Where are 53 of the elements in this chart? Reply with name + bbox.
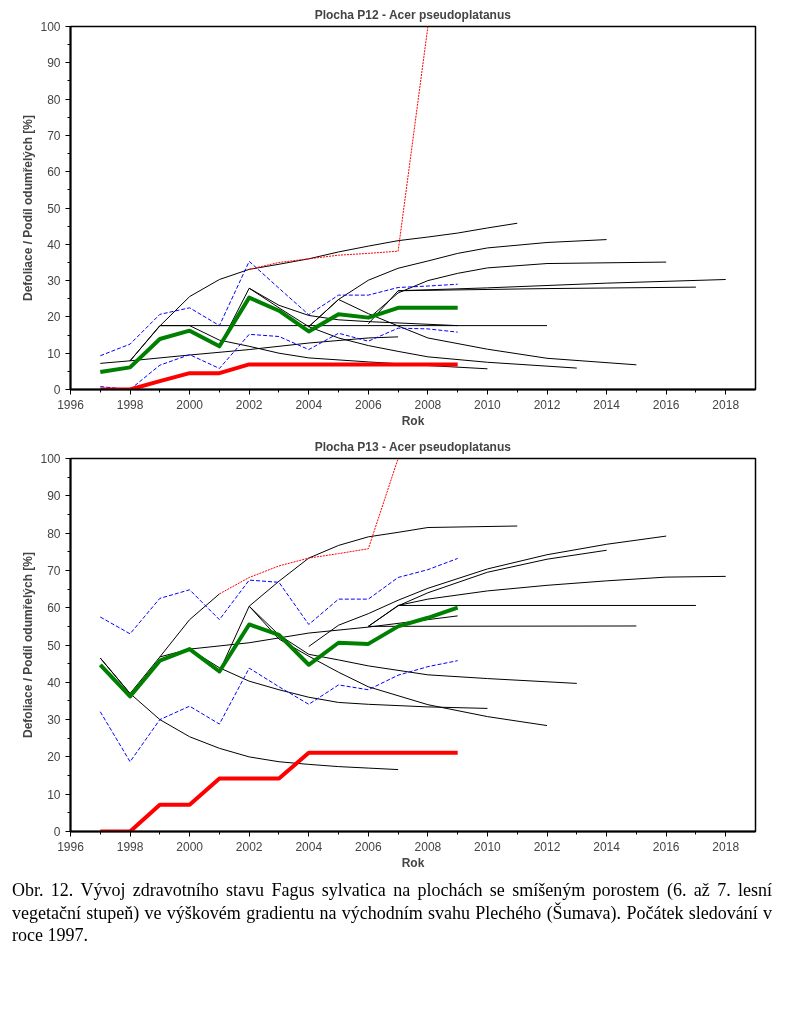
x-tick-label: 2006 [354,839,382,854]
x-tick-label: 2016 [652,397,680,412]
x-tick-label: 2002 [235,397,263,412]
y-tick-label: 40 [47,675,61,690]
chart-title: Plocha P13 - Acer pseudoplatanus [314,439,512,454]
x-tick-label: 2016 [652,839,680,854]
x-tick-label: 2012 [533,839,561,854]
y-tick-label: 0 [53,825,61,839]
x-tick-label: 2014 [593,397,621,412]
x-tick-label: 1996 [57,397,85,412]
x-tick-label: 2010 [474,839,502,854]
x-tick-label: 1998 [116,839,144,854]
y-tick-label: 100 [40,20,61,34]
x-tick-label: 2000 [176,397,204,412]
y-tick-label: 90 [47,489,61,504]
text: Obr. 12. Vývoj zdravotního stavu Fagus sylvatica na plochách se smíšeným porostem (6. až 7. lesní vegetační stupeň) ve výškovém gradientu na východním svahu Plechého (Šumava). Počátek sledování v roce 1997. [12,879,772,947]
y-tick-label: 30 [47,274,61,289]
x-tick-label: 2004 [295,839,323,854]
y-tick-label: 70 [47,563,61,578]
x-tick-label: 2014 [593,839,621,854]
x-tick-label: 2012 [533,397,561,412]
x-tick-label: 1998 [116,397,144,412]
y-tick-label: 60 [47,601,61,616]
x-tick-label: 2018 [712,839,740,854]
y-tick-label: 80 [47,92,61,107]
x-tick-label: 1996 [57,839,85,854]
y-tick-label: 50 [47,638,61,653]
y-tick-label: 50 [47,201,61,216]
y-tick-label: 80 [47,526,61,541]
y-axis-title: Defoliace / Podíl odumřelých [%] [21,551,36,739]
x-tick-label: 2000 [176,839,204,854]
y-axis-title: Defoliace / Podíl odumřelých [%] [21,114,36,302]
y-tick-label: 60 [47,165,61,180]
x-tick-label: 2010 [474,397,502,412]
y-tick-label: 30 [47,713,61,728]
x-axis-title: Rok [401,855,425,870]
y-tick-label: 20 [47,750,61,765]
y-tick-label: 0 [53,383,61,397]
x-tick-label: 2004 [295,397,323,412]
y-tick-label: 90 [47,56,61,71]
y-tick-label: 100 [40,452,61,466]
y-tick-label: 40 [47,237,61,252]
y-tick-label: 20 [47,310,61,325]
x-tick-label: 2008 [414,397,442,412]
x-tick-label: 2002 [235,839,263,854]
x-tick-label: 2008 [414,839,442,854]
y-tick-label: 70 [47,128,61,143]
y-tick-label: 10 [47,787,61,802]
chart-title: Plocha P12 - Acer pseudoplatanus [314,7,512,22]
x-tick-label: 2006 [354,397,382,412]
x-tick-label: 2018 [712,397,740,412]
x-axis-title: Rok [401,413,425,428]
y-tick-label: 10 [47,346,61,361]
